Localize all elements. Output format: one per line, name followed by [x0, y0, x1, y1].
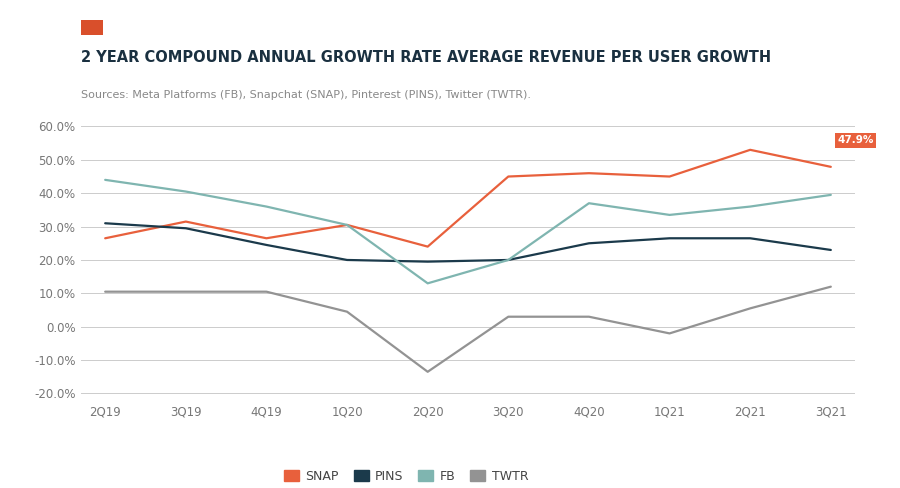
FancyBboxPatch shape: [81, 20, 103, 35]
Text: 2 YEAR COMPOUND ANNUAL GROWTH RATE AVERAGE REVENUE PER USER GROWTH: 2 YEAR COMPOUND ANNUAL GROWTH RATE AVERA…: [81, 49, 771, 64]
Text: 47.9%: 47.9%: [837, 136, 874, 145]
Legend: SNAP, PINS, FB, TWTR: SNAP, PINS, FB, TWTR: [279, 465, 533, 488]
Text: Sources: Meta Platforms (FB), Snapchat (SNAP), Pinterest (PINS), Twitter (TWTR).: Sources: Meta Platforms (FB), Snapchat (…: [81, 90, 531, 100]
